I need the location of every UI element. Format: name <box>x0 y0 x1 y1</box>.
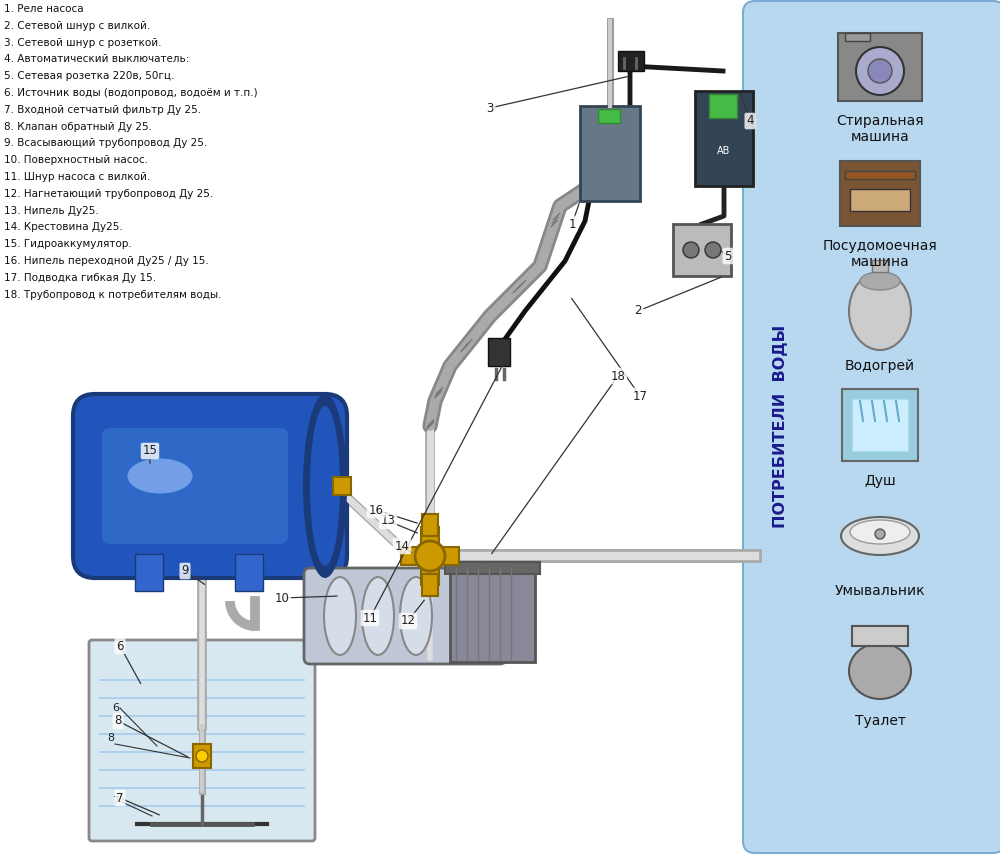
Text: 6: 6 <box>116 639 124 652</box>
Text: Стиральная
машина: Стиральная машина <box>836 114 924 145</box>
Text: 11. Шнур насоса с вилкой.: 11. Шнур насоса с вилкой. <box>4 172 150 182</box>
Bar <box>445 562 540 574</box>
Ellipse shape <box>362 577 394 655</box>
FancyBboxPatch shape <box>304 568 506 664</box>
Text: 16. Нипель переходной Ду25 / Ду 15.: 16. Нипель переходной Ду25 / Ду 15. <box>4 256 209 266</box>
Text: 16: 16 <box>368 503 384 516</box>
Text: 1. Реле насоса: 1. Реле насоса <box>4 4 84 14</box>
Text: 10. Поверхностный насос.: 10. Поверхностный насос. <box>4 155 148 165</box>
Ellipse shape <box>841 517 919 555</box>
Bar <box>845 33 870 41</box>
Text: 5. Сетевая розетка 220в, 50гц.: 5. Сетевая розетка 220в, 50гц. <box>4 71 174 81</box>
Text: 6: 6 <box>112 703 119 713</box>
Text: Посудомоечная
машина: Посудомоечная машина <box>823 239 937 269</box>
Text: Душ: Душ <box>864 474 896 488</box>
Bar <box>598 109 620 123</box>
Bar <box>401 547 419 565</box>
Text: 15. Гидроаккумулятор.: 15. Гидроаккумулятор. <box>4 239 132 249</box>
Text: 10: 10 <box>275 591 289 604</box>
Circle shape <box>683 242 699 258</box>
Text: 4. Автоматический выключатель:: 4. Автоматический выключатель: <box>4 55 189 64</box>
Text: 17. Подводка гибкая Ду 15.: 17. Подводка гибкая Ду 15. <box>4 273 156 283</box>
Circle shape <box>705 242 721 258</box>
FancyBboxPatch shape <box>102 428 288 544</box>
Bar <box>618 51 644 71</box>
Ellipse shape <box>849 272 911 350</box>
Text: 9. Всасывающий трубопровод Ду 25.: 9. Всасывающий трубопровод Ду 25. <box>4 139 207 148</box>
Bar <box>193 744 211 768</box>
Text: 18. Трубопровод к потребителям воды.: 18. Трубопровод к потребителям воды. <box>4 289 222 300</box>
Text: 15: 15 <box>143 444 157 457</box>
Text: 3: 3 <box>486 101 494 114</box>
Bar <box>421 527 439 545</box>
Bar <box>872 260 888 272</box>
Text: 3. Сетевой шнур с розеткой.: 3. Сетевой шнур с розеткой. <box>4 37 162 48</box>
Text: 8. Клапан обратный Ду 25.: 8. Клапан обратный Ду 25. <box>4 121 152 132</box>
Bar <box>852 399 908 451</box>
Text: 8: 8 <box>107 733 114 743</box>
FancyBboxPatch shape <box>73 394 347 578</box>
FancyBboxPatch shape <box>743 1 1000 853</box>
Bar <box>422 514 438 536</box>
Text: 12. Нагнетающий трубопровод Ду 25.: 12. Нагнетающий трубопровод Ду 25. <box>4 189 213 199</box>
Bar <box>852 626 908 646</box>
Circle shape <box>868 59 892 83</box>
Circle shape <box>196 750 208 762</box>
Bar <box>838 33 922 101</box>
Text: 11: 11 <box>362 611 378 624</box>
Bar <box>673 224 731 276</box>
Bar <box>850 189 910 211</box>
Text: 2. Сетевой шнур с вилкой.: 2. Сетевой шнур с вилкой. <box>4 21 150 31</box>
Circle shape <box>415 541 445 571</box>
Text: 9: 9 <box>181 565 189 578</box>
Bar <box>842 389 918 461</box>
Ellipse shape <box>310 406 340 566</box>
Text: Водогрей: Водогрей <box>845 359 915 373</box>
Text: 14: 14 <box>394 540 410 553</box>
Text: АВ: АВ <box>717 146 731 156</box>
Text: 7: 7 <box>116 792 124 805</box>
Text: 18: 18 <box>611 370 625 383</box>
Ellipse shape <box>303 394 347 578</box>
Bar <box>422 574 438 596</box>
Text: ПОТРЕБИТЕЛИ  ВОДЫ: ПОТРЕБИТЕЛИ ВОДЫ <box>772 325 788 527</box>
Ellipse shape <box>128 458 192 494</box>
Bar <box>235 554 263 591</box>
Bar <box>840 161 920 226</box>
Ellipse shape <box>324 577 356 655</box>
Bar <box>441 547 459 565</box>
Text: 7: 7 <box>112 796 119 806</box>
Ellipse shape <box>849 643 911 699</box>
Text: 13: 13 <box>381 514 395 527</box>
Bar <box>580 106 640 201</box>
Text: 14. Крестовина Ду25.: 14. Крестовина Ду25. <box>4 223 123 232</box>
Text: 4: 4 <box>746 114 754 127</box>
Text: 12: 12 <box>400 615 416 628</box>
Bar <box>695 91 753 186</box>
Text: Умывальник: Умывальник <box>835 584 925 598</box>
Text: 7. Входной сетчатый фильтр Ду 25.: 7. Входной сетчатый фильтр Ду 25. <box>4 105 201 115</box>
Bar <box>421 567 439 585</box>
Text: 5: 5 <box>724 249 732 262</box>
Text: 17: 17 <box>633 390 648 403</box>
Bar <box>709 94 737 118</box>
Text: 2: 2 <box>634 305 642 318</box>
Circle shape <box>875 529 885 539</box>
Text: 8: 8 <box>114 714 122 727</box>
Ellipse shape <box>850 520 910 544</box>
Bar <box>488 338 510 366</box>
Text: 13. Нипель Ду25.: 13. Нипель Ду25. <box>4 205 99 216</box>
FancyBboxPatch shape <box>89 640 315 841</box>
Ellipse shape <box>860 272 900 290</box>
Ellipse shape <box>400 577 432 655</box>
Text: Туалет: Туалет <box>855 714 905 728</box>
Bar <box>450 567 535 662</box>
Text: 1: 1 <box>568 217 576 230</box>
Bar <box>135 554 163 591</box>
Text: 6. Источник воды (водопровод, водоём и т.п.): 6. Источник воды (водопровод, водоём и т… <box>4 88 258 98</box>
Bar <box>845 171 915 179</box>
Bar <box>333 477 351 495</box>
Circle shape <box>856 47 904 95</box>
